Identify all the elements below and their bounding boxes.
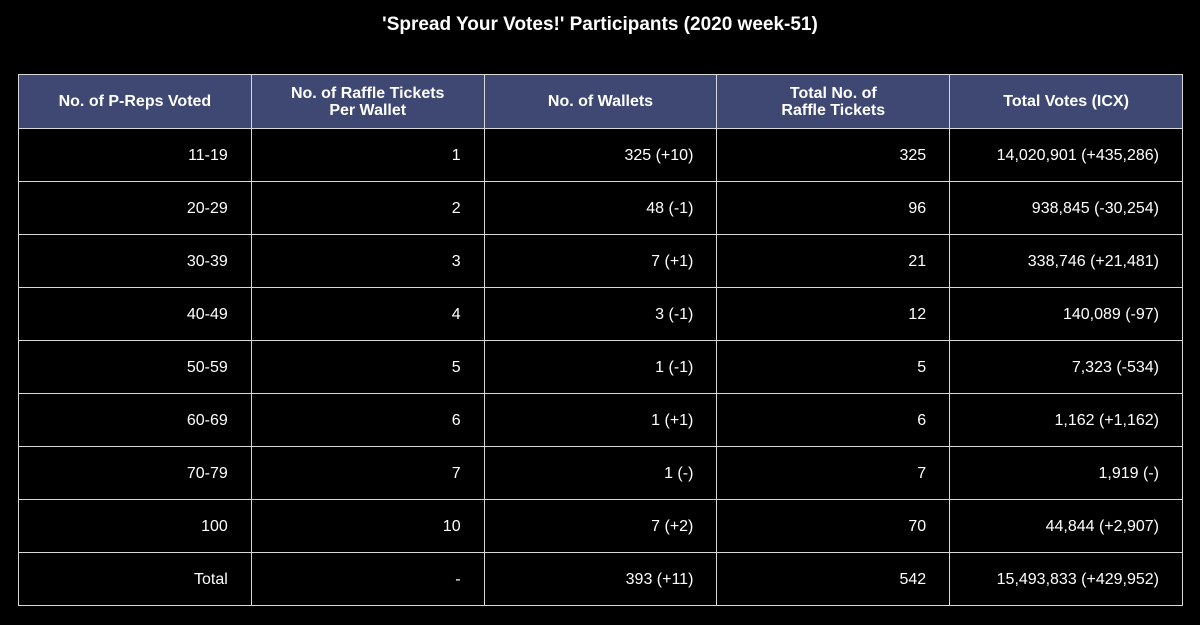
- table-cell: 14,020,901 (+435,286): [949, 128, 1183, 182]
- table-cell: 6: [716, 393, 951, 447]
- table-cell: 40-49: [18, 287, 252, 341]
- table-cell: 6: [250, 393, 485, 447]
- table-cell: 3: [250, 234, 485, 288]
- table-cell: 70: [716, 499, 951, 553]
- header-cell-preps-voted: No. of P-Reps Voted: [18, 74, 252, 129]
- table-cell: 10: [250, 499, 485, 553]
- table-row: 50-59 5 1 (-1) 5 7,323 (-534): [18, 340, 1183, 394]
- table-row: 70-79 7 1 (-) 7 1,919 (-): [18, 446, 1183, 500]
- table-cell: -: [250, 552, 485, 606]
- table-cell: 140,089 (-97): [949, 287, 1183, 341]
- table-cell: 542: [716, 552, 951, 606]
- table-cell: 5: [716, 340, 951, 394]
- header-cell-total-votes: Total Votes (ICX): [949, 74, 1183, 129]
- table-cell: 48 (-1): [483, 181, 718, 235]
- header-cell-total-tickets: Total No. of Raffle Tickets: [716, 74, 951, 129]
- table-cell: 1,162 (+1,162): [949, 393, 1183, 447]
- table-cell: 30-39: [18, 234, 252, 288]
- table-cell: 44,844 (+2,907): [949, 499, 1183, 553]
- table-cell: 325: [716, 128, 951, 182]
- table-cell: 7 (+1): [483, 234, 718, 288]
- table-cell: 2: [250, 181, 485, 235]
- header-cell-wallets: No. of Wallets: [483, 74, 718, 129]
- header-cell-tickets-per-wallet: No. of Raffle Tickets Per Wallet: [250, 74, 485, 129]
- table-cell: 100: [18, 499, 252, 553]
- header-row: No. of P-Reps Voted No. of Raffle Ticket…: [18, 74, 1183, 129]
- table-cell: 938,845 (-30,254): [949, 181, 1183, 235]
- table-cell: 338,746 (+21,481): [949, 234, 1183, 288]
- table-cell: 7,323 (-534): [949, 340, 1183, 394]
- table-cell: 1: [250, 128, 485, 182]
- table-cell: 3 (-1): [483, 287, 718, 341]
- table-cell: 1 (+1): [483, 393, 718, 447]
- table-cell: 4: [250, 287, 485, 341]
- table-cell: 325 (+10): [483, 128, 718, 182]
- table-cell: 11-19: [18, 128, 252, 182]
- table-cell: Total: [18, 552, 252, 606]
- table-cell: 70-79: [18, 446, 252, 500]
- table-row: 11-19 1 325 (+10) 325 14,020,901 (+435,2…: [18, 128, 1183, 182]
- table-cell: 393 (+11): [483, 552, 718, 606]
- table-cell: 15,493,833 (+429,952): [949, 552, 1183, 606]
- table-row-total: Total - 393 (+11) 542 15,493,833 (+429,9…: [18, 552, 1183, 606]
- table-cell: 1 (-1): [483, 340, 718, 394]
- table-cell: 7: [716, 446, 951, 500]
- table-row: 30-39 3 7 (+1) 21 338,746 (+21,481): [18, 234, 1183, 288]
- table-cell: 7 (+2): [483, 499, 718, 553]
- data-table: No. of P-Reps Voted No. of Raffle Ticket…: [18, 74, 1183, 606]
- chart-title: 'Spread Your Votes!' Participants (2020 …: [382, 14, 818, 35]
- table-row: 40-49 4 3 (-1) 12 140,089 (-97): [18, 287, 1183, 341]
- table-cell: 12: [716, 287, 951, 341]
- table-row: 100 10 7 (+2) 70 44,844 (+2,907): [18, 499, 1183, 553]
- table-cell: 7: [250, 446, 485, 500]
- table-row: 20-29 2 48 (-1) 96 938,845 (-30,254): [18, 181, 1183, 235]
- table-cell: 21: [716, 234, 951, 288]
- table-cell: 96: [716, 181, 951, 235]
- table-cell: 60-69: [18, 393, 252, 447]
- table-cell: 50-59: [18, 340, 252, 394]
- table-cell: 1 (-): [483, 446, 718, 500]
- table-row: 60-69 6 1 (+1) 6 1,162 (+1,162): [18, 393, 1183, 447]
- table-cell: 1,919 (-): [949, 446, 1183, 500]
- table-cell: 5: [250, 340, 485, 394]
- table-cell: 20-29: [18, 181, 252, 235]
